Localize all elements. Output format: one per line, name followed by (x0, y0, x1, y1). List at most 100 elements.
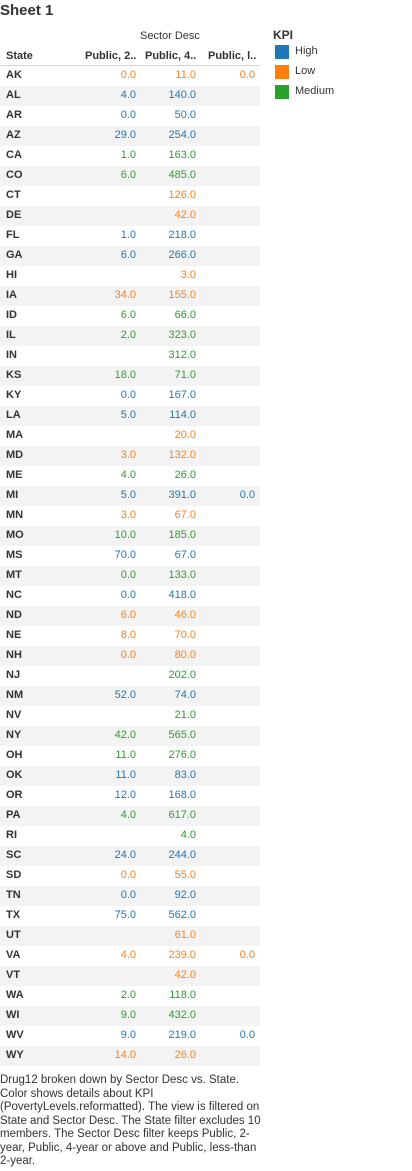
state-label[interactable]: OR (6, 789, 23, 801)
cell-value-public-2-year[interactable]: 0.0 (120, 389, 136, 401)
cell-value-public-4-year[interactable]: 185.0 (168, 529, 196, 541)
state-label[interactable]: IN (6, 349, 17, 361)
state-label[interactable]: MD (6, 449, 24, 461)
cell-value-public-2-year[interactable]: 4.0 (120, 89, 136, 101)
cell-value-public-4-year[interactable]: 617.0 (168, 809, 196, 821)
cell-value-public-4-year[interactable]: 70.0 (174, 629, 196, 641)
cell-value-public-2-year[interactable]: 0.0 (120, 569, 136, 581)
state-label[interactable]: MT (6, 569, 22, 581)
state-label[interactable]: IL (6, 329, 16, 341)
state-label[interactable]: AL (6, 89, 21, 101)
cell-value-public-4-year[interactable]: 118.0 (169, 989, 196, 1001)
cell-value-public-4-year[interactable]: 168.0 (168, 789, 196, 801)
cell-value-public-4-year[interactable]: 140.0 (168, 89, 196, 101)
cell-value-public-4-year[interactable]: 254.0 (168, 129, 196, 141)
cell-value-public-2-year[interactable]: 4.0 (120, 469, 136, 481)
cell-value-public-4-year[interactable]: 202.0 (168, 669, 196, 681)
state-label[interactable]: WA (6, 989, 24, 1001)
cell-value-public-2-year[interactable]: 1.0 (120, 149, 136, 161)
cell-value-public-2-year[interactable]: 29.0 (114, 129, 136, 141)
state-label[interactable]: MI (6, 489, 19, 501)
cell-value-public-2-year[interactable]: 0.0 (120, 589, 136, 601)
state-label[interactable]: UT (6, 929, 21, 941)
cell-value-public-4-year[interactable]: 61.0 (174, 929, 196, 941)
cell-value-public-2-year[interactable]: 14.0 (114, 1049, 136, 1061)
state-label[interactable]: WI (6, 1009, 20, 1021)
cell-value-public-4-year[interactable]: 218.0 (168, 229, 196, 241)
cell-value-public-4-year[interactable]: 244.0 (168, 849, 196, 861)
cell-value-public-4-year[interactable]: 266.0 (168, 249, 196, 261)
cell-value-public-2-year[interactable]: 0.0 (120, 69, 136, 81)
state-label[interactable]: NV (6, 709, 22, 721)
cell-value-public-2-year[interactable]: 0.0 (120, 649, 136, 661)
cell-value-public-4-year[interactable]: 219.0 (168, 1029, 196, 1041)
state-label[interactable]: OH (6, 749, 23, 761)
cell-value-public-4-year[interactable]: 4.0 (180, 829, 196, 841)
state-label[interactable]: MA (6, 429, 24, 441)
cell-value-public-4-year[interactable]: 565.0 (168, 729, 196, 741)
cell-value-public-4-year[interactable]: 562.0 (168, 909, 196, 921)
state-label[interactable]: GA (6, 249, 23, 261)
state-label[interactable]: NE (6, 629, 22, 641)
state-label[interactable]: MN (6, 509, 24, 521)
cell-value-public-2-year[interactable]: 18.0 (114, 369, 136, 381)
cell-value-public-4-year[interactable]: 155.0 (168, 289, 196, 301)
cell-value-public-4-year[interactable]: 83.0 (174, 769, 196, 781)
cell-value-public-4-year[interactable]: 276.0 (168, 749, 196, 761)
state-label[interactable]: SD (6, 869, 22, 881)
cell-value-public-2-year[interactable]: 6.0 (120, 609, 136, 621)
cell-value-public-4-year[interactable]: 163.0 (168, 149, 196, 161)
cell-value-public-2-year[interactable]: 70.0 (114, 549, 136, 561)
state-label[interactable]: OK (6, 769, 23, 781)
state-label[interactable]: IA (6, 289, 17, 301)
column-header-public-4-year[interactable]: Public, 4.. (145, 50, 197, 62)
column-header-public-less-than-2-year[interactable]: Public, l.. (208, 50, 257, 62)
state-label[interactable]: CA (6, 149, 22, 161)
cell-value-public-2-year[interactable]: 2.0 (120, 989, 136, 1001)
state-label[interactable]: FL (6, 229, 20, 241)
cell-value-public-less-than-2-year[interactable]: 0.0 (239, 949, 255, 961)
cell-value-public-2-year[interactable]: 9.0 (120, 1009, 136, 1021)
cell-value-public-4-year[interactable]: 11.0 (175, 69, 196, 81)
cell-value-public-4-year[interactable]: 46.0 (174, 609, 196, 621)
cell-value-public-4-year[interactable]: 42.0 (174, 969, 196, 981)
cell-value-public-4-year[interactable]: 20.0 (174, 429, 196, 441)
cell-value-public-2-year[interactable]: 3.0 (120, 509, 136, 521)
state-label[interactable]: VA (6, 949, 21, 961)
cell-value-public-4-year[interactable]: 71.0 (174, 369, 196, 381)
cell-value-public-2-year[interactable]: 3.0 (120, 449, 136, 461)
cell-value-public-2-year[interactable]: 5.0 (120, 489, 136, 501)
state-label[interactable]: CO (6, 169, 23, 181)
state-label[interactable]: AR (6, 109, 22, 121)
cell-value-public-2-year[interactable]: 11.0 (115, 769, 136, 781)
cell-value-public-2-year[interactable]: 0.0 (120, 109, 136, 121)
state-label[interactable]: RI (6, 829, 17, 841)
cell-value-public-less-than-2-year[interactable]: 0.0 (239, 1029, 255, 1041)
state-label[interactable]: ND (6, 609, 22, 621)
cell-value-public-4-year[interactable]: 323.0 (168, 329, 196, 341)
cell-value-public-2-year[interactable]: 6.0 (120, 249, 136, 261)
state-label[interactable]: LA (6, 409, 21, 421)
state-label[interactable]: TN (6, 889, 21, 901)
state-label[interactable]: NH (6, 649, 22, 661)
cell-value-public-2-year[interactable]: 4.0 (120, 809, 136, 821)
cell-value-public-4-year[interactable]: 67.0 (174, 549, 196, 561)
cell-value-public-4-year[interactable]: 42.0 (174, 209, 196, 221)
cell-value-public-2-year[interactable]: 5.0 (120, 409, 136, 421)
cell-value-public-2-year[interactable]: 4.0 (120, 949, 136, 961)
state-label[interactable]: PA (6, 809, 21, 821)
cell-value-public-4-year[interactable]: 432.0 (168, 1009, 196, 1021)
state-label[interactable]: HI (6, 269, 17, 281)
cell-value-public-2-year[interactable]: 42.0 (114, 729, 136, 741)
cell-value-public-4-year[interactable]: 418.0 (168, 589, 196, 601)
cell-value-public-2-year[interactable]: 75.0 (114, 909, 136, 921)
cell-value-public-2-year[interactable]: 2.0 (120, 329, 136, 341)
state-label[interactable]: NY (6, 729, 22, 741)
state-label[interactable]: AK (6, 69, 22, 81)
cell-value-public-4-year[interactable]: 126.0 (168, 189, 196, 201)
state-label[interactable]: NM (6, 689, 24, 701)
cell-value-public-4-year[interactable]: 167.0 (168, 389, 196, 401)
state-label[interactable]: WV (6, 1029, 24, 1041)
cell-value-public-2-year[interactable]: 9.0 (120, 1029, 136, 1041)
state-label[interactable]: CT (6, 189, 21, 201)
